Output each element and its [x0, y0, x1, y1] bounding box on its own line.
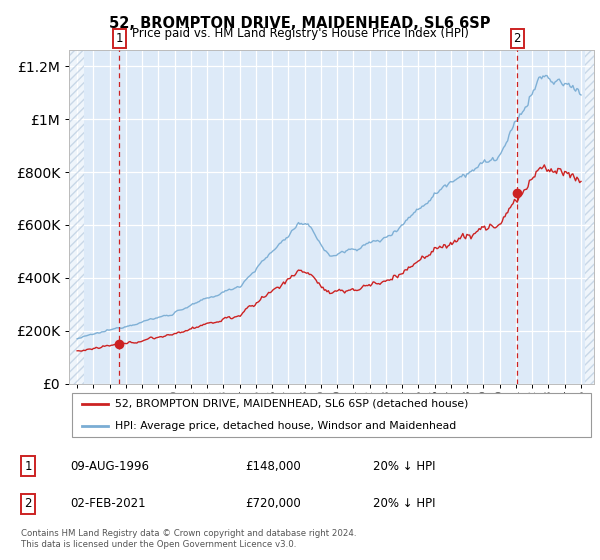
Text: 20% ↓ HPI: 20% ↓ HPI	[373, 460, 436, 473]
Text: HPI: Average price, detached house, Windsor and Maidenhead: HPI: Average price, detached house, Wind…	[115, 421, 457, 431]
Text: 09-AUG-1996: 09-AUG-1996	[70, 460, 149, 473]
Text: 1: 1	[25, 460, 32, 473]
Text: Contains HM Land Registry data © Crown copyright and database right 2024.
This d: Contains HM Land Registry data © Crown c…	[21, 529, 356, 549]
Text: 2: 2	[514, 32, 521, 45]
Text: 52, BROMPTON DRIVE, MAIDENHEAD, SL6 6SP (detached house): 52, BROMPTON DRIVE, MAIDENHEAD, SL6 6SP …	[115, 399, 469, 409]
Text: 1: 1	[116, 32, 123, 45]
Text: 20% ↓ HPI: 20% ↓ HPI	[373, 497, 436, 511]
Text: 52, BROMPTON DRIVE, MAIDENHEAD, SL6 6SP: 52, BROMPTON DRIVE, MAIDENHEAD, SL6 6SP	[109, 16, 491, 31]
Text: 2: 2	[25, 497, 32, 511]
Text: Price paid vs. HM Land Registry's House Price Index (HPI): Price paid vs. HM Land Registry's House …	[131, 27, 469, 40]
FancyBboxPatch shape	[71, 393, 592, 437]
Text: 02-FEB-2021: 02-FEB-2021	[70, 497, 146, 511]
Text: £720,000: £720,000	[245, 497, 301, 511]
Text: £148,000: £148,000	[245, 460, 301, 473]
